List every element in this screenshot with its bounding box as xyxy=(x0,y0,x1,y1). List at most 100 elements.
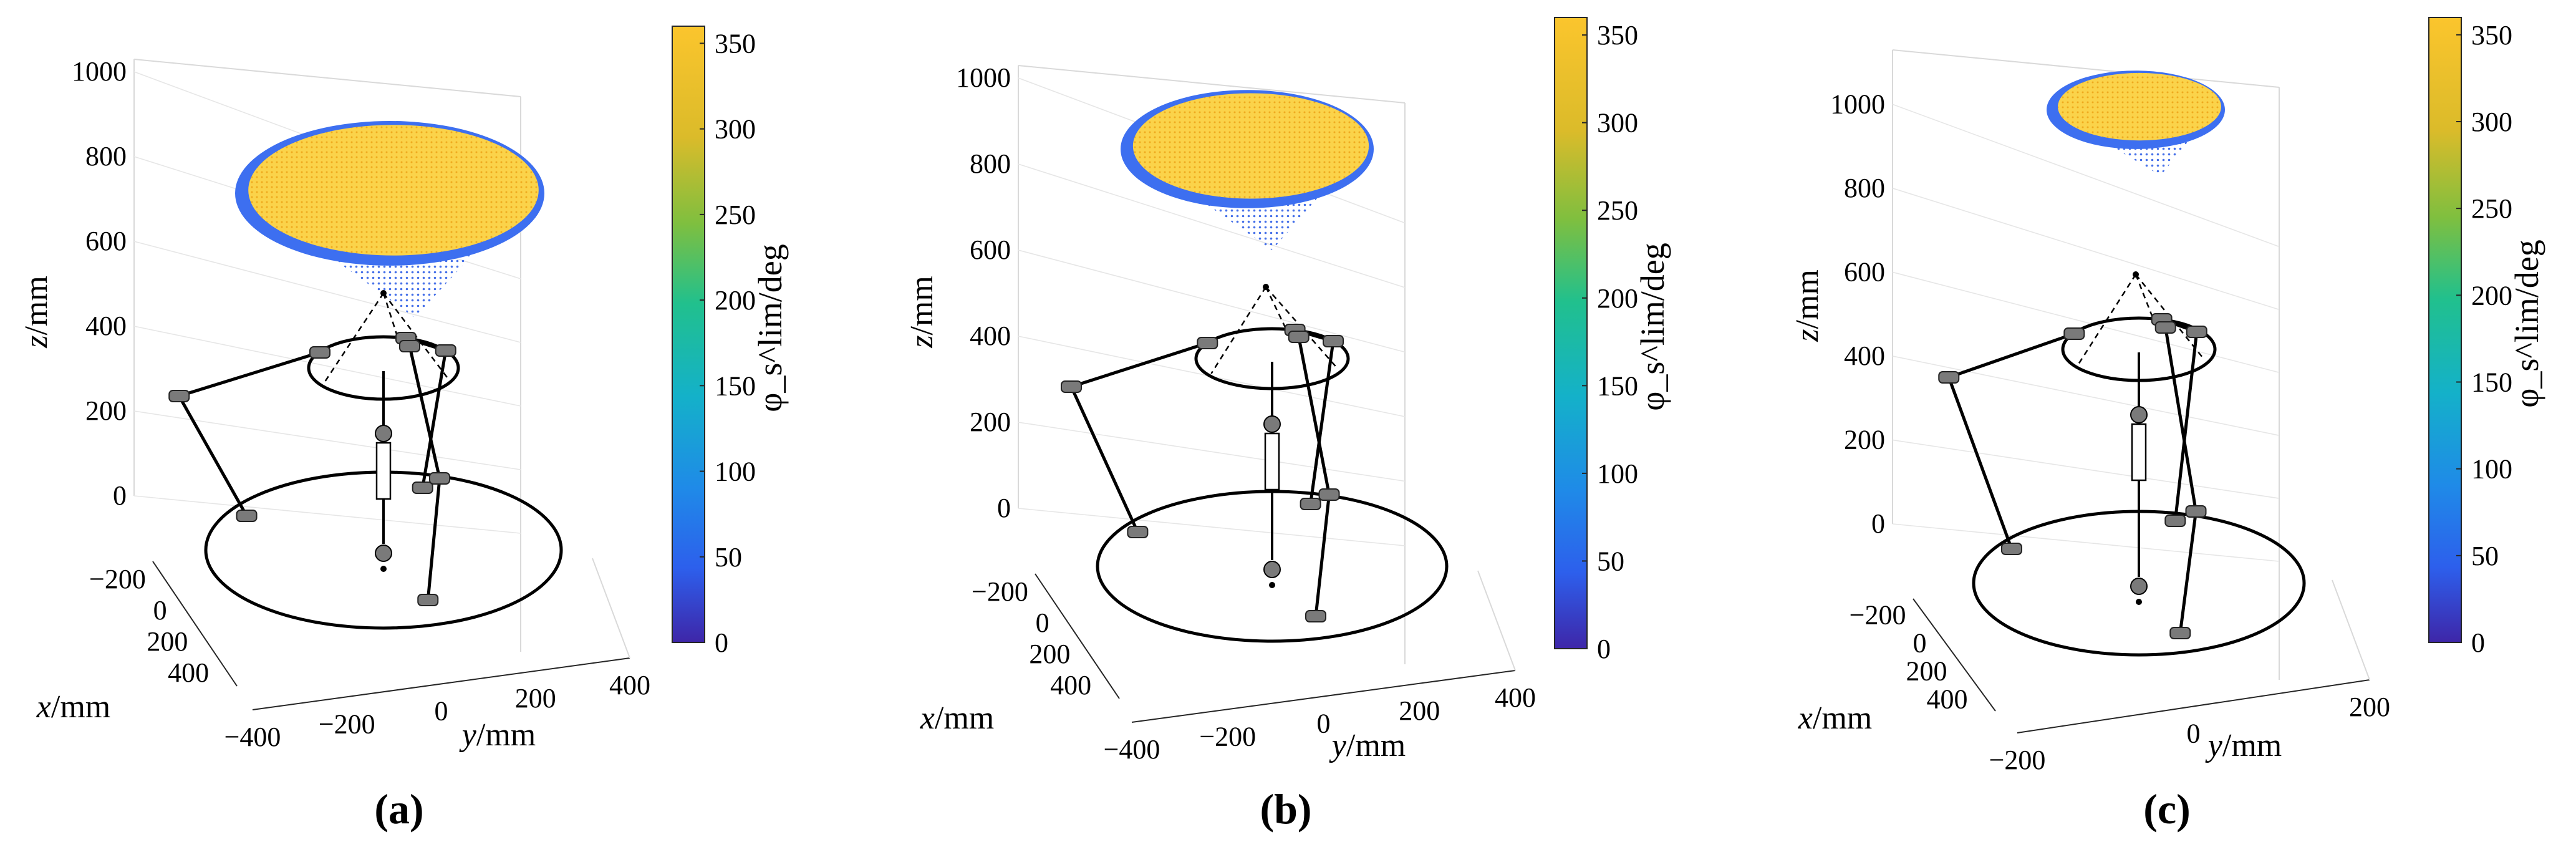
joint xyxy=(236,510,258,522)
center-joint-top xyxy=(1263,415,1281,433)
z-tick-label: 400 xyxy=(1844,341,1885,371)
z-axis-label: z/mm xyxy=(19,276,54,349)
x-tick-label: 400 xyxy=(168,657,209,688)
center-joint-top xyxy=(375,425,392,442)
z-gridline xyxy=(133,495,521,534)
z-tick-label: 600 xyxy=(85,226,127,256)
joint xyxy=(1061,380,1082,393)
joint xyxy=(429,472,450,485)
joint xyxy=(417,594,439,606)
colorbar-tick-label: 200 xyxy=(1597,283,1638,314)
joint xyxy=(1938,371,1960,384)
joint xyxy=(1300,498,1321,510)
z-gridline xyxy=(1018,422,1406,482)
z-tick-label: 0 xyxy=(997,493,1011,523)
y-tick-label: 0 xyxy=(1317,709,1331,739)
colorbar-tick-label: 200 xyxy=(715,285,756,316)
joint xyxy=(1288,331,1310,343)
colorbar-tick-label: 350 xyxy=(715,28,756,59)
floor-edge xyxy=(2332,579,2370,680)
z-gridline xyxy=(1018,163,1406,288)
center-prismatic xyxy=(2131,423,2147,482)
z-tick-label: 800 xyxy=(85,141,127,172)
dashed-line xyxy=(1265,286,1288,332)
x-axis-label: x/mm xyxy=(920,700,994,736)
center-joint-bottom xyxy=(375,544,392,562)
surface-cap xyxy=(2058,72,2221,141)
y-axis-label: y/mm xyxy=(1329,728,1406,763)
dashed-line xyxy=(322,293,385,384)
surface-cap xyxy=(1132,93,1369,199)
joint xyxy=(1127,526,1149,538)
colorbar-tick-label: 350 xyxy=(1597,20,1638,51)
x-tick-label: −200 xyxy=(1850,600,1906,631)
z-gridline xyxy=(133,241,521,343)
colorbar-tick-label: 150 xyxy=(2471,367,2512,398)
z-tick-label: 1000 xyxy=(72,56,127,87)
colorbar-label: φ_s^lim/deg xyxy=(2508,240,2545,408)
x-tick-label: 0 xyxy=(1036,607,1049,638)
floor-edge xyxy=(592,558,630,659)
joint xyxy=(2185,505,2207,518)
z-tick-label: 1000 xyxy=(956,62,1011,93)
joint xyxy=(1305,610,1326,622)
x-axis-label: x/mm xyxy=(36,689,110,725)
z-tick-label: 400 xyxy=(970,321,1011,351)
z-tick-label: 600 xyxy=(970,235,1011,265)
z-gridline xyxy=(133,326,521,407)
joint xyxy=(2063,327,2085,340)
x-tick-label: 400 xyxy=(1050,670,1091,700)
center-prismatic xyxy=(1264,432,1280,491)
colorbar-tick-label: 300 xyxy=(2471,107,2512,137)
panel-c: 02004006008001000−2000200400−2000200x/mm… xyxy=(1790,17,2545,833)
colorbar-tick-label: 100 xyxy=(715,457,756,487)
leg-link xyxy=(176,351,321,517)
z-tick-label: 0 xyxy=(1871,508,1885,539)
joint xyxy=(309,346,330,359)
joint xyxy=(412,482,433,494)
surface-cap xyxy=(248,125,539,256)
dashed-line xyxy=(382,293,400,341)
colorbar-tick-label: 50 xyxy=(715,542,742,573)
panel-label: (a) xyxy=(374,785,423,833)
panel-label: (b) xyxy=(1260,785,1311,833)
joint xyxy=(399,340,420,352)
z-tick-label: 200 xyxy=(85,395,127,426)
x-tick-label: 400 xyxy=(1927,684,1968,715)
colorbar-tick-label: 200 xyxy=(2471,280,2512,311)
colorbar xyxy=(1554,17,1588,649)
joint xyxy=(1323,335,1344,347)
z-tick-label: 400 xyxy=(85,311,127,341)
x-tick-label: −200 xyxy=(972,576,1028,607)
z-tick-label: 200 xyxy=(1844,424,1885,455)
y-tick-label: 400 xyxy=(1495,682,1536,713)
colorbar-tick-label: 50 xyxy=(2471,541,2499,571)
z-gridline xyxy=(1018,249,1406,353)
colorbar-label: φ_s^lim/deg xyxy=(751,244,789,412)
axis-x-line xyxy=(1913,598,1996,712)
axis-y-line xyxy=(1131,670,1516,723)
z-gridline xyxy=(1892,271,2280,374)
z-gridline xyxy=(1892,356,2280,436)
joint xyxy=(1197,337,1218,349)
center-joint-bottom xyxy=(1263,561,1281,578)
colorbar-tick-label: 250 xyxy=(715,200,756,230)
colorbar-tick-label: 150 xyxy=(1597,370,1638,401)
colorbar xyxy=(2428,17,2462,643)
z-axis-label: z/mm xyxy=(904,276,940,349)
y-tick-label: 200 xyxy=(1399,695,1440,726)
colorbar-tick-label: 300 xyxy=(1597,108,1638,138)
x-tick-label: −200 xyxy=(89,564,146,594)
center-joint-top xyxy=(2130,406,2148,424)
joint xyxy=(2164,515,2186,527)
z-tick-label: 800 xyxy=(1844,173,1885,203)
z-tick-label: 0 xyxy=(113,480,127,511)
y-tick-label: 0 xyxy=(2187,719,2201,749)
z-tick-label: 800 xyxy=(970,148,1011,179)
x-tick-label: 200 xyxy=(1906,656,1947,687)
y-tick-label: −200 xyxy=(1199,721,1256,752)
colorbar-tick-label: 300 xyxy=(715,114,756,145)
axis-x-line xyxy=(1035,573,1120,699)
